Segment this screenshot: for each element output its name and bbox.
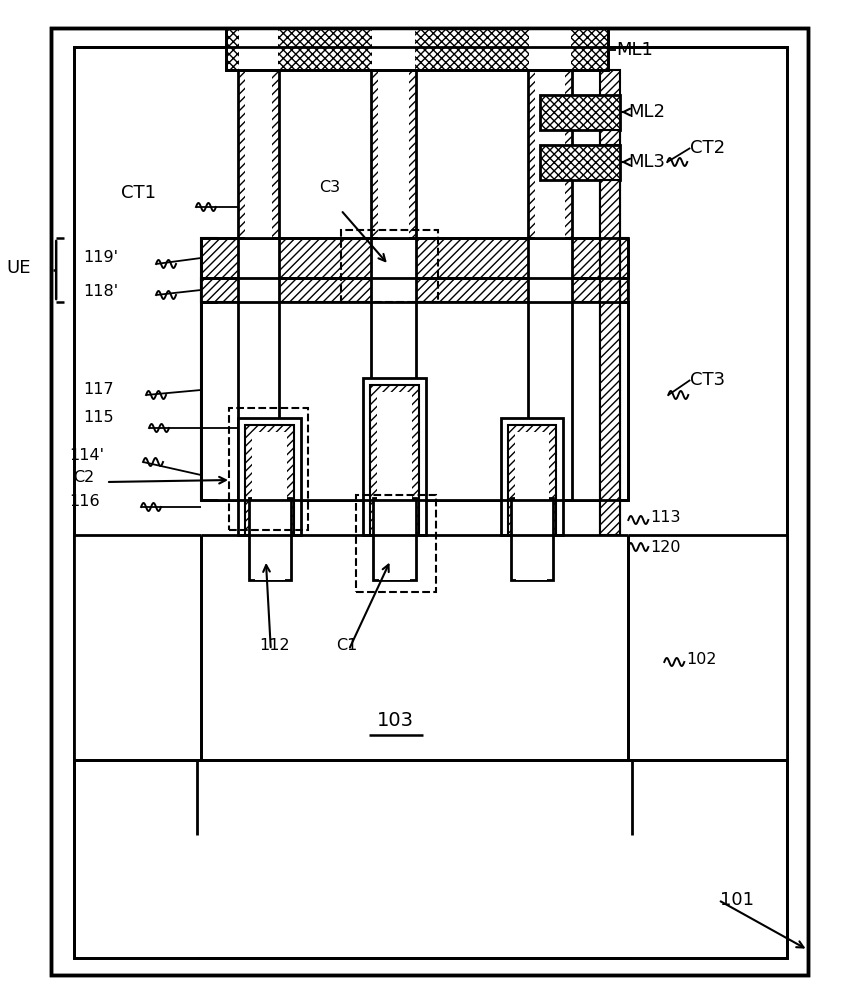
Bar (201, 302, 628, 500)
Bar (52, 28, 808, 975)
Bar (515, 432, 550, 535)
Bar (201, 278, 628, 302)
Text: C1: C1 (336, 638, 357, 652)
Bar (372, 29, 415, 69)
Bar (369, 385, 418, 535)
Bar (628, 535, 787, 760)
Bar (217, 302, 612, 500)
Text: ML1: ML1 (617, 41, 653, 59)
Bar (600, 130, 620, 145)
Bar (600, 180, 620, 535)
Bar (226, 28, 608, 70)
Text: 118': 118' (83, 284, 119, 300)
Bar (379, 504, 410, 580)
Text: CT3: CT3 (691, 371, 725, 389)
Text: 117: 117 (83, 382, 113, 397)
Text: C3: C3 (319, 180, 340, 196)
Text: 116: 116 (70, 494, 100, 510)
Text: C2: C2 (73, 471, 94, 486)
Text: 114': 114' (70, 448, 104, 462)
Bar (528, 70, 572, 238)
Bar (529, 29, 571, 69)
Bar (528, 238, 572, 500)
Text: 120: 120 (650, 540, 681, 554)
Text: 103: 103 (377, 710, 414, 730)
Bar (508, 425, 557, 535)
Bar (516, 504, 547, 580)
Bar (74, 535, 201, 760)
Text: UE: UE (7, 259, 31, 277)
Bar (540, 145, 620, 180)
Bar (52, 28, 808, 975)
Bar (362, 378, 425, 535)
Bar (245, 70, 271, 238)
Bar (218, 302, 612, 500)
Bar (228, 408, 308, 530)
Text: 119': 119' (83, 250, 119, 265)
Bar (74, 47, 787, 958)
Text: 115: 115 (83, 410, 113, 426)
Text: 102: 102 (686, 652, 716, 668)
Bar (371, 238, 416, 500)
Bar (535, 70, 565, 238)
Bar (373, 498, 416, 580)
Bar (378, 70, 409, 238)
Bar (74, 47, 787, 958)
Bar (201, 302, 628, 500)
Bar (201, 238, 628, 278)
Bar (377, 392, 411, 535)
Bar (249, 498, 291, 580)
Bar (252, 432, 287, 535)
Text: 101: 101 (720, 891, 754, 909)
Bar (201, 302, 628, 500)
Bar (245, 425, 294, 535)
Bar (356, 495, 436, 592)
Bar (226, 28, 608, 70)
Text: 113: 113 (650, 510, 681, 526)
Bar (540, 95, 620, 130)
Bar (201, 535, 628, 760)
Text: CT2: CT2 (691, 139, 725, 157)
Bar (239, 29, 277, 69)
Text: CT1: CT1 (121, 184, 156, 202)
Bar (238, 418, 301, 535)
Bar (612, 238, 628, 500)
Bar (341, 230, 437, 302)
Bar (501, 418, 564, 535)
Text: 112: 112 (259, 638, 289, 652)
Bar (238, 70, 279, 238)
Bar (238, 238, 279, 500)
Bar (255, 504, 285, 580)
Bar (600, 70, 620, 535)
Text: ML3: ML3 (628, 153, 666, 171)
Bar (371, 70, 416, 238)
Text: ML2: ML2 (628, 103, 666, 121)
Bar (510, 498, 553, 580)
Bar (201, 238, 217, 500)
Bar (218, 302, 612, 500)
